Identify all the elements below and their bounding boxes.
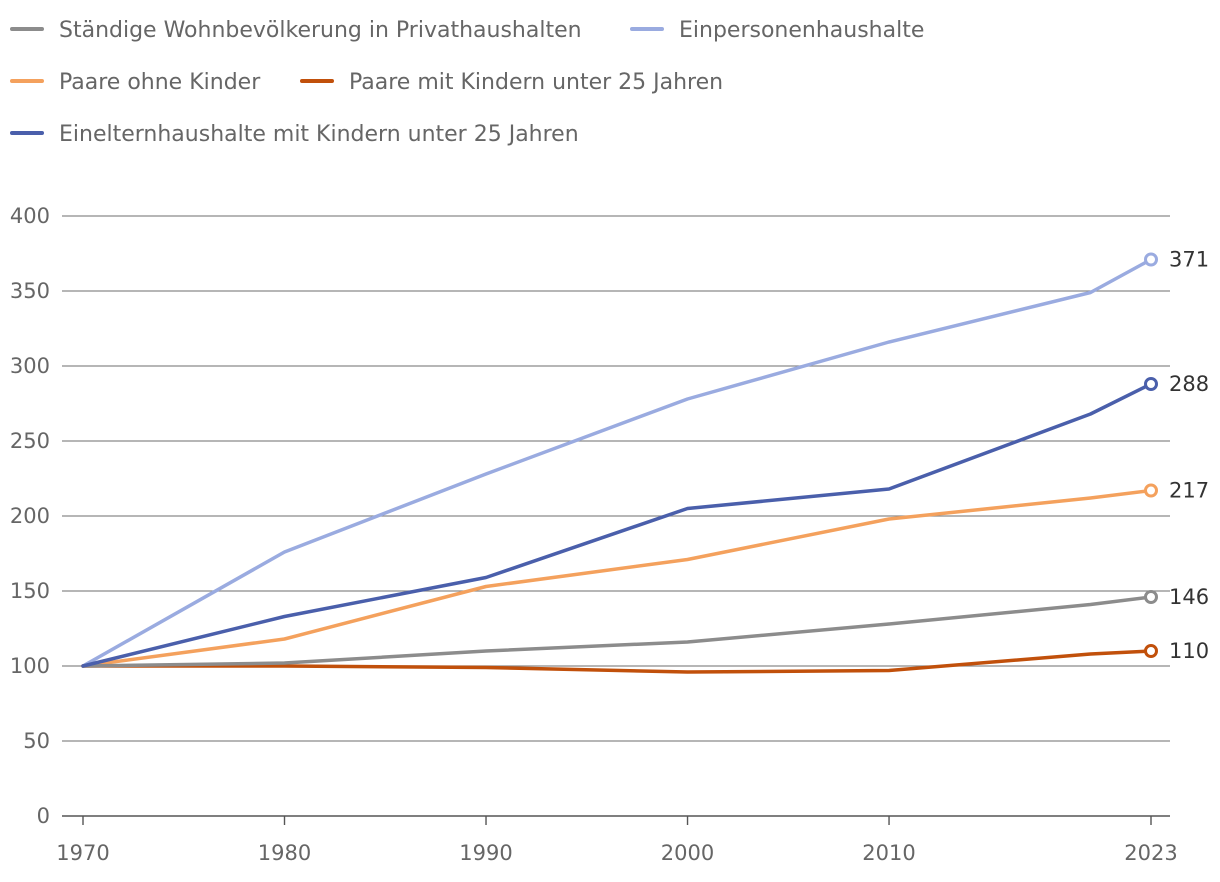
end-value-label: 217 bbox=[1169, 479, 1209, 503]
legend-label: Paare ohne Kinder bbox=[59, 70, 261, 95]
series-line bbox=[81, 595, 1153, 668]
x-axis: 1970 1980 1990 2000 2010 2023 bbox=[56, 816, 1178, 865]
y-tick-label: 200 bbox=[10, 504, 50, 528]
legend-item: Ständige Wohnbevölkerung in Privathausha… bbox=[10, 18, 582, 43]
x-tick-label: 1990 bbox=[459, 841, 512, 865]
series-line bbox=[81, 382, 1153, 668]
end-marker bbox=[1144, 377, 1158, 391]
y-tick-label: 250 bbox=[10, 429, 50, 453]
grid-lines bbox=[62, 215, 1170, 817]
end-marker bbox=[1144, 483, 1158, 498]
legend-item: Einpersonenhaushalte bbox=[630, 18, 924, 43]
y-tick-label: 400 bbox=[10, 204, 50, 228]
legend-item: Paare ohne Kinder bbox=[10, 70, 261, 95]
series-lines bbox=[81, 257, 1153, 674]
x-tick-label: 2023 bbox=[1124, 841, 1177, 865]
legend: Ständige Wohnbevölkerung in Privathausha… bbox=[10, 18, 924, 147]
end-markers: 146 371 217 110 288 bbox=[1144, 248, 1209, 663]
y-tick-label: 100 bbox=[10, 654, 50, 678]
y-axis: 0 50 100 150 200 250 300 350 400 bbox=[10, 204, 50, 828]
end-value-label: 110 bbox=[1169, 639, 1209, 663]
legend-label: Einpersonenhaushalte bbox=[679, 18, 924, 43]
series-line bbox=[81, 649, 1153, 674]
x-tick-label: 2000 bbox=[661, 841, 714, 865]
y-tick-label: 300 bbox=[10, 354, 50, 378]
legend-label: Einelternhaushalte mit Kindern unter 25 … bbox=[59, 122, 579, 147]
end-value-label: 288 bbox=[1169, 372, 1209, 396]
x-tick-label: 2010 bbox=[862, 841, 915, 865]
legend-label: Ständige Wohnbevölkerung in Privathausha… bbox=[59, 18, 582, 43]
legend-item: Paare mit Kindern unter 25 Jahren bbox=[300, 70, 723, 95]
y-tick-label: 50 bbox=[23, 729, 50, 753]
y-tick-label: 0 bbox=[37, 804, 50, 828]
end-value-label: 371 bbox=[1169, 248, 1209, 272]
series-line bbox=[81, 488, 1153, 668]
end-marker bbox=[1144, 644, 1158, 658]
legend-item: Einelternhaushalte mit Kindern unter 25 … bbox=[10, 122, 579, 147]
end-value-label: 146 bbox=[1169, 585, 1209, 609]
series-line bbox=[81, 257, 1153, 668]
end-marker bbox=[1144, 590, 1158, 604]
x-tick-label: 1970 bbox=[56, 841, 109, 865]
legend-label: Paare mit Kindern unter 25 Jahren bbox=[349, 70, 723, 95]
end-marker bbox=[1144, 252, 1158, 267]
x-tick-label: 1980 bbox=[258, 841, 311, 865]
y-tick-label: 350 bbox=[10, 279, 50, 303]
y-tick-label: 150 bbox=[10, 579, 50, 603]
